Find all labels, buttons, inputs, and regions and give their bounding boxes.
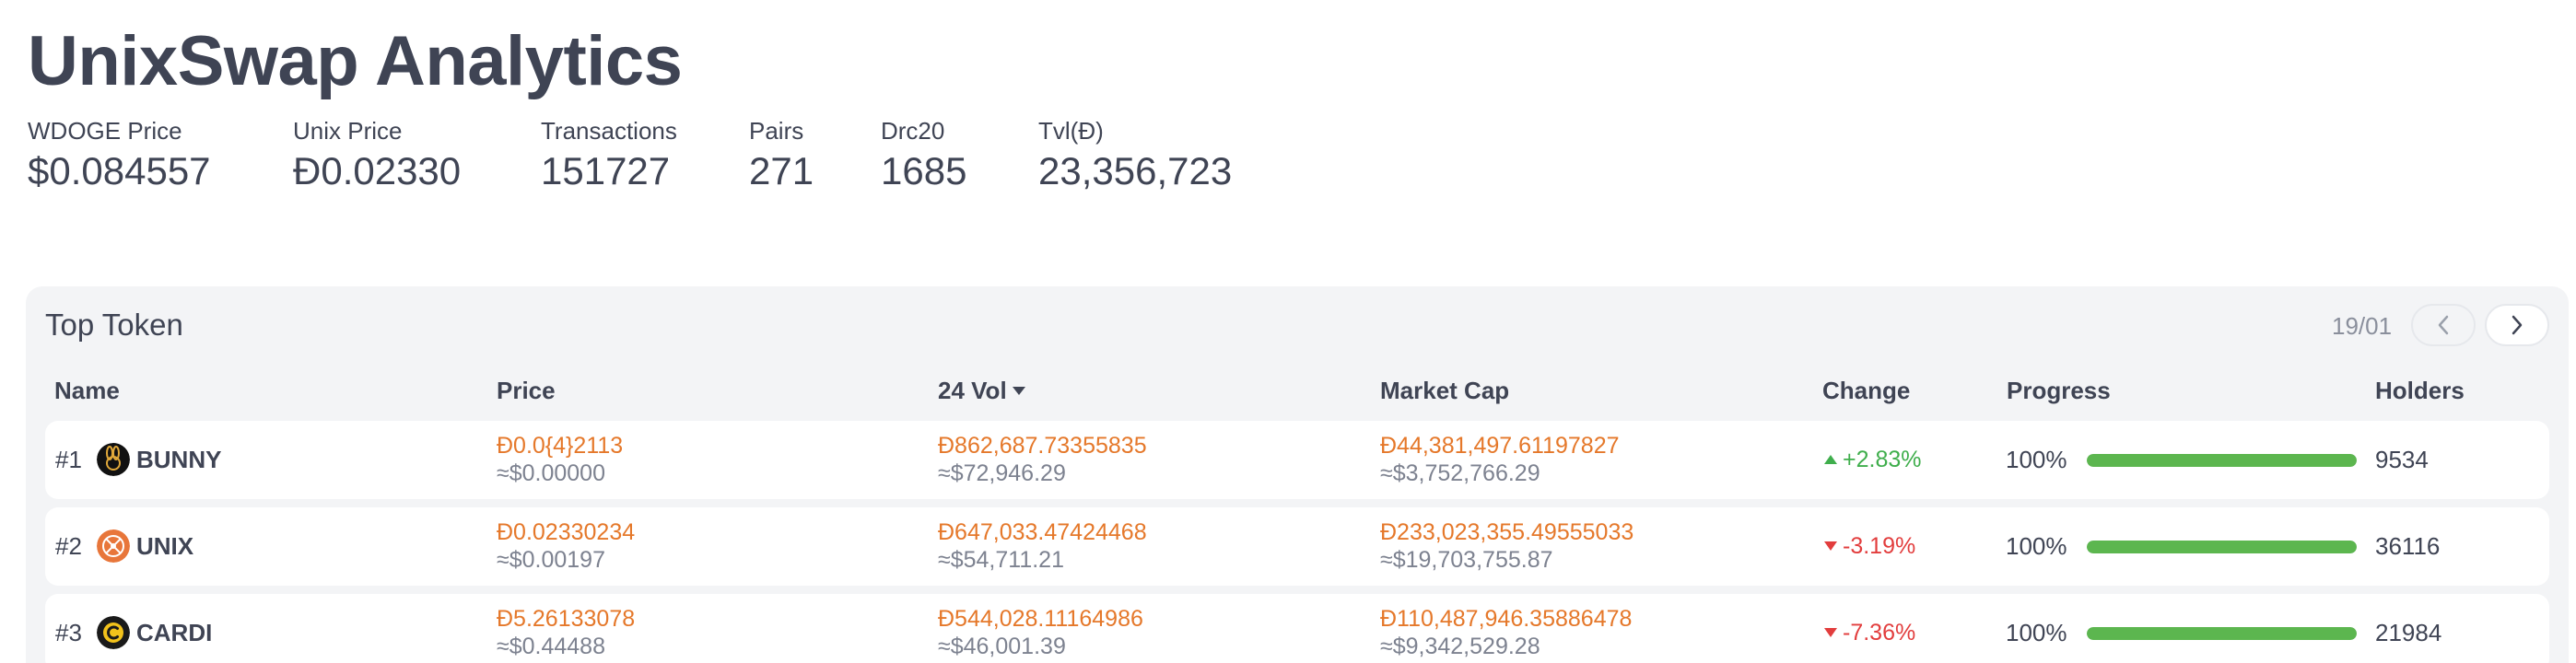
volume-value: Đ862,687.73355835 <box>938 433 1147 459</box>
sort-descending-icon <box>1012 387 1025 395</box>
stat-wdoge-price: WDOGE Price $0.084557 <box>28 116 211 195</box>
progress-fill <box>2087 541 2357 553</box>
holders-count: 36116 <box>2375 532 2441 560</box>
stat-label: Transactions <box>541 117 677 145</box>
table-row[interactable]: #2 UNIX Đ0.02330234 ≈$0.00197 Đ647,033.4… <box>45 507 2549 586</box>
price-usd: ≈$0.44488 <box>497 634 605 659</box>
market-cap-value: Đ44,381,497.61197827 <box>1380 433 1620 459</box>
volume-cell: Đ544,028.11164986 ≈$46,001.39 <box>938 605 1143 660</box>
page-indicator: 19/01 <box>2332 312 2393 340</box>
next-page-button[interactable] <box>2485 304 2549 346</box>
change-value: -3.19% <box>1843 533 1916 559</box>
token-rank: #2 <box>55 532 82 560</box>
column-header-progress[interactable]: Progress <box>2007 377 2111 404</box>
token-name[interactable]: CARDI <box>136 619 213 646</box>
column-header-holders[interactable]: Holders <box>2375 377 2465 404</box>
volume-cell: Đ647,033.47424468 ≈$54,711.21 <box>938 518 1147 574</box>
stat-pairs: Pairs 271 <box>749 116 814 195</box>
market-cap-usd: ≈$19,703,755.87 <box>1380 547 1553 573</box>
column-header-change[interactable]: Change <box>1822 377 1911 404</box>
stat-label: Drc20 <box>881 117 945 145</box>
price-value: Đ0.02330234 <box>497 519 636 545</box>
column-header-price[interactable]: Price <box>497 377 556 404</box>
price-value: Đ0.0{4}2113 <box>497 433 624 459</box>
stat-value: 151727 <box>541 149 671 192</box>
progress-bar <box>2087 541 2357 553</box>
token-rank: #1 <box>55 446 82 473</box>
stat-label: Tvl(Đ) <box>1038 117 1104 145</box>
volume-value: Đ647,033.47424468 <box>938 519 1147 545</box>
stat-drc20: Drc20 1685 <box>881 116 966 195</box>
change-cell: -7.36% <box>1824 616 1915 649</box>
stat-value: 271 <box>749 149 814 192</box>
volume-usd: ≈$72,946.29 <box>938 460 1066 486</box>
progress-bar <box>2087 454 2357 467</box>
bunny-token-icon <box>97 443 130 476</box>
stat-value: Đ0.02330 <box>293 149 462 192</box>
chevron-right-icon <box>2512 315 2523 335</box>
progress-fill <box>2087 627 2357 640</box>
market-cap-value: Đ110,487,946.35886478 <box>1380 606 1633 632</box>
column-header-name[interactable]: Name <box>54 377 120 404</box>
market-cap-cell: Đ233,023,355.49555033 ≈$19,703,755.87 <box>1380 518 1633 574</box>
stat-value: 1685 <box>881 149 967 192</box>
change-cell: -3.19% <box>1824 529 1915 563</box>
column-header-label: 24 Vol <box>938 377 1007 404</box>
price-cell: Đ0.02330234 ≈$0.00197 <box>497 518 635 574</box>
progress-percent: 100% <box>2006 532 2067 560</box>
holders-count: 9534 <box>2375 446 2429 473</box>
top-token-panel: Top Token 19/01 Name Price 24 Vol Market… <box>26 286 2569 663</box>
panel-title: Top Token <box>45 308 183 342</box>
price-cell: Đ0.0{4}2113 ≈$0.00000 <box>497 432 623 487</box>
stat-label: Unix Price <box>293 117 403 145</box>
triangle-up-icon <box>1824 455 1837 464</box>
market-cap-cell: Đ44,381,497.61197827 ≈$3,752,766.29 <box>1380 432 1620 487</box>
unix-token-icon <box>97 529 130 563</box>
stat-transactions: Transactions 151727 <box>541 116 677 195</box>
token-name[interactable]: BUNNY <box>136 446 222 473</box>
volume-value: Đ544,028.11164986 <box>938 606 1143 632</box>
change-value: +2.83% <box>1843 447 1922 472</box>
price-value: Đ5.26133078 <box>497 606 636 632</box>
progress-percent: 100% <box>2006 446 2067 473</box>
volume-usd: ≈$46,001.39 <box>938 634 1066 659</box>
market-cap-usd: ≈$9,342,529.28 <box>1380 634 1540 659</box>
change-value: -7.36% <box>1843 620 1916 646</box>
stat-value: 23,356,723 <box>1038 149 1233 192</box>
triangle-down-icon <box>1824 628 1837 637</box>
column-header-market-cap[interactable]: Market Cap <box>1380 377 1510 404</box>
token-rank: #3 <box>55 619 82 646</box>
market-cap-cell: Đ110,487,946.35886478 ≈$9,342,529.28 <box>1380 605 1632 660</box>
volume-usd: ≈$54,711.21 <box>938 547 1064 573</box>
chevron-left-icon <box>2438 315 2449 335</box>
stat-tvl: Tvl(Đ) 23,356,723 <box>1038 116 1232 195</box>
price-usd: ≈$0.00000 <box>497 460 605 486</box>
stat-label: Pairs <box>749 117 804 145</box>
market-cap-value: Đ233,023,355.49555033 <box>1380 519 1634 545</box>
table-row[interactable]: #1 BUNNY Đ0.0{4}2113 ≈$0.00000 Đ862,687.… <box>45 421 2549 499</box>
token-name[interactable]: UNIX <box>136 532 194 560</box>
progress-percent: 100% <box>2006 619 2067 646</box>
stat-label: WDOGE Price <box>28 117 182 145</box>
market-cap-usd: ≈$3,752,766.29 <box>1380 460 1540 486</box>
stat-unix-price: Unix Price Đ0.02330 <box>293 116 461 195</box>
cardi-token-icon <box>97 616 130 649</box>
volume-cell: Đ862,687.73355835 ≈$72,946.29 <box>938 432 1147 487</box>
triangle-down-icon <box>1824 541 1837 551</box>
price-cell: Đ5.26133078 ≈$0.44488 <box>497 605 635 660</box>
holders-count: 21984 <box>2375 619 2442 646</box>
progress-fill <box>2087 454 2357 467</box>
stat-value: $0.084557 <box>28 149 211 192</box>
price-usd: ≈$0.00197 <box>497 547 605 573</box>
previous-page-button[interactable] <box>2411 304 2476 346</box>
table-row[interactable]: #3 CARDI Đ5.26133078 ≈$0.44488 Đ544,028.… <box>45 594 2549 663</box>
page-title: UnixSwap Analytics <box>28 22 683 100</box>
change-cell: +2.83% <box>1824 443 1922 476</box>
column-header-24-vol[interactable]: 24 Vol <box>938 375 1025 406</box>
progress-bar <box>2087 627 2357 640</box>
